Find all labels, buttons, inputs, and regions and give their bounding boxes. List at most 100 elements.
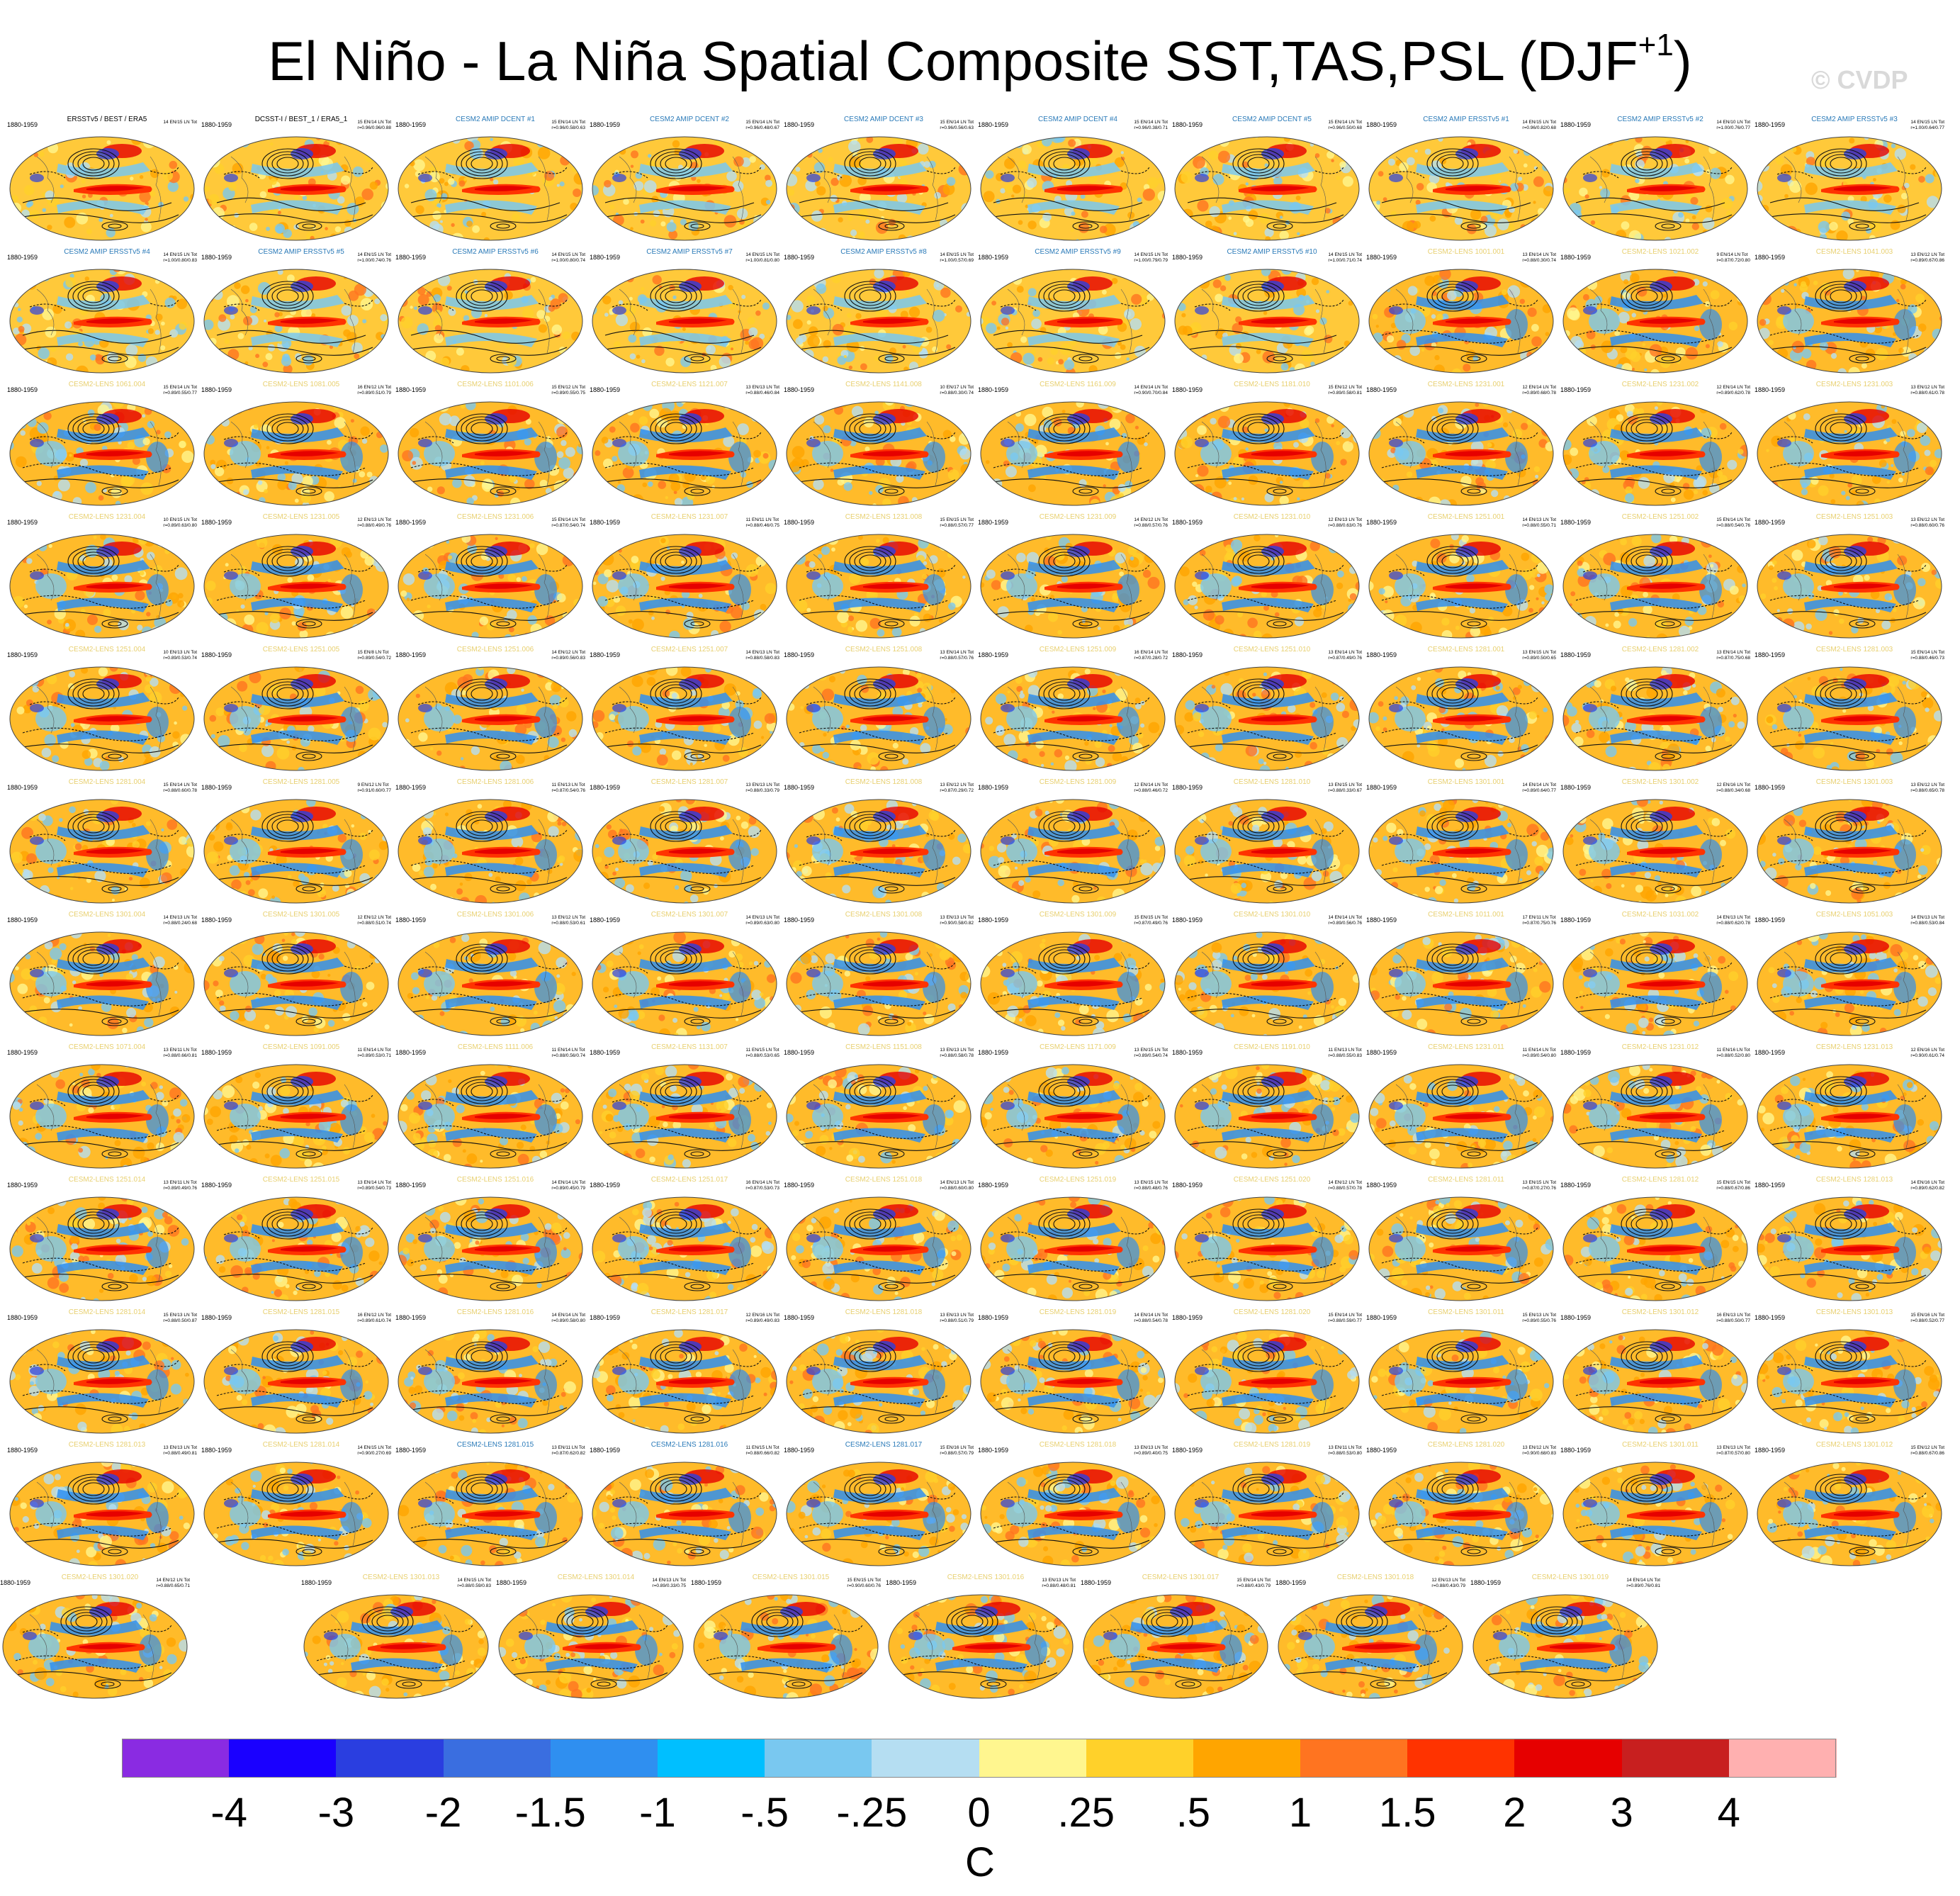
global-map	[786, 799, 971, 904]
global-map	[1083, 1594, 1268, 1699]
panel-period: 1880-1959	[7, 784, 38, 791]
global-map	[980, 534, 1166, 639]
map-field	[398, 1330, 582, 1433]
map-panel: 1880-1959 CESM2-LENS 1251.004 10 EN/13 LN …	[7, 646, 197, 773]
panel-title: CESM2-LENS 1231.012	[1621, 1043, 1699, 1051]
panel-event-counts: 11 EN/14 LN Tot	[551, 1048, 585, 1053]
map-field	[592, 534, 777, 638]
global-map	[592, 931, 777, 1036]
panel-event-counts: 14 EN/13 LN Tot	[745, 915, 779, 920]
map-field	[10, 137, 194, 240]
panel-title: CESM2-LENS 1051.003	[1815, 911, 1893, 919]
panel-stats: 14 EN/15 LN Tot r=0.96/0.82/0.68	[1522, 120, 1556, 131]
map-field	[981, 402, 1165, 505]
map-field	[1175, 800, 1359, 903]
map-panel: 1880-1959 CESM2-LENS 1131.007 11 EN/15 LN …	[590, 1043, 779, 1171]
panel-title: CESM2-LENS 1251.001	[1427, 513, 1505, 521]
panel-title: CESM2 AMIP DCENT #5	[1232, 116, 1312, 123]
map-panel: 1880-1959 CESM2-LENS 1281.013 13 EN/13 LN …	[7, 1441, 197, 1569]
panel-period: 1880-1959	[1366, 519, 1397, 526]
panel-stats: 13 EN/11 LN Tot r=0.89/0.49/0.76	[163, 1180, 197, 1191]
map-field	[1369, 1330, 1553, 1433]
map-field	[1369, 402, 1553, 505]
panel-stats: 14 EN/15 LN Tot r=1.00/0.57/0.69	[940, 252, 974, 264]
panel-period: 1880-1959	[1560, 1314, 1592, 1321]
panel-event-counts: 13 EN/13 LN Tot	[940, 915, 974, 920]
panel-event-counts: 13 EN/15 LN Tot	[1522, 1180, 1556, 1185]
global-map	[1757, 931, 1942, 1036]
panel-stats: 15 EN/14 LN Tot r=0.96/0.48/0.67	[745, 120, 779, 131]
global-map	[9, 799, 195, 904]
panel-period: 1880-1959	[1755, 254, 1786, 261]
map-field	[204, 269, 388, 373]
map-panel: 1880-1959 CESM2-LENS 1231.002 12 EN/14 LN …	[1560, 381, 1750, 508]
panel-stats: 12 EN/13 LN Tot r=0.88/0.63/0.76	[1328, 517, 1362, 529]
map-panel: 1880-1959 CESM2-LENS 1281.005 9 EN/12 LN T…	[201, 778, 391, 906]
global-map	[592, 1196, 777, 1301]
map-panel: 1880-1959 CESM2-LENS 1301.015 15 EN/15 LN …	[691, 1574, 881, 1701]
map-field	[981, 1462, 1165, 1566]
panel-pattern-correlation: r=1.00/0.71/0.74	[1328, 258, 1362, 263]
panel-event-counts: 13 EN/13 LN Tot	[1134, 1445, 1168, 1450]
panel-period: 1880-1959	[978, 651, 1009, 658]
panel-period: 1880-1959	[978, 1314, 1009, 1321]
panel-stats: 15 EN/15 LN Tot r=0.87/0.49/0.76	[1134, 915, 1168, 926]
global-map	[980, 401, 1166, 506]
map-field	[1563, 402, 1747, 505]
map-field	[787, 932, 971, 1036]
map-field	[1757, 1197, 1942, 1301]
panel-event-counts: 13 EN/11 LN Tot	[163, 1180, 197, 1185]
panel-pattern-correlation: r=0.89/0.33/0.75	[652, 1583, 686, 1588]
panel-stats: 13 EN/12 LN Tot r=0.88/0.53/0.61	[551, 915, 585, 926]
map-panel: 1880-1959 CESM2-LENS 1281.018 13 EN/13 LN …	[784, 1308, 974, 1436]
panel-stats: 15 EN/14 LN Tot r=0.96/0.96/0.88	[357, 120, 391, 131]
panel-pattern-correlation: r=0.88/0.53/0.61	[551, 921, 585, 926]
panel-stats: 14 EN/14 LN Tot r=0.89/0.76/0.81	[1626, 1578, 1660, 1589]
global-map	[1562, 534, 1748, 639]
panel-event-counts: 15 EN/14 LN Tot	[163, 782, 197, 787]
panel-stats: 13 EN/14 LN Tot r=0.88/0.57/0.76	[940, 650, 974, 661]
map-panel: 1880-1959 CESM2-LENS 1281.014 14 EN/15 LN …	[201, 1441, 391, 1569]
panel-stats: 15 EN/14 LN Tot r=0.88/0.43/0.79	[1237, 1578, 1271, 1589]
panel-event-counts: 15 EN/14 LN Tot	[1237, 1578, 1271, 1583]
global-map	[203, 269, 389, 374]
map-field	[1563, 137, 1747, 240]
panel-stats: 13 EN/13 LN Tot r=0.88/0.46/0.84	[745, 385, 779, 396]
panel-event-counts: 15 EN/15 LN Tot	[847, 1578, 881, 1583]
map-field	[1369, 137, 1553, 240]
panel-stats: 15 EN/14 LN Tot r=0.88/0.59/0.77	[1328, 1313, 1362, 1324]
colorbar-tick-label: 2	[1503, 1790, 1526, 1836]
panel-event-counts: 15 EN/13 LN Tot	[163, 1313, 197, 1318]
panel-stats: 15 EN/15 LN Tot r=0.88/0.67/0.86	[1716, 1180, 1750, 1191]
panel-pattern-correlation: r=0.88/0.33/0.79	[745, 788, 779, 793]
panel-stats: 12 EN/13 LN Tot r=0.88/0.43/0.79	[1431, 1578, 1465, 1589]
panel-title: CESM2-LENS 1281.005	[262, 778, 340, 786]
panel-title: CESM2-LENS 1251.020	[1233, 1176, 1311, 1184]
panel-pattern-correlation: r=0.88/0.53/0.80	[1328, 1451, 1362, 1456]
panel-title: CESM2-LENS 1301.019	[1531, 1574, 1609, 1581]
panel-event-counts: 14 EN/12 LN Tot	[551, 650, 585, 655]
panel-period: 1880-1959	[201, 916, 232, 924]
panel-pattern-correlation: r=0.91/0.60/0.77	[357, 788, 391, 793]
colorbar-swatch	[122, 1739, 230, 1778]
panel-pattern-correlation: r=0.88/0.57/0.78	[1328, 1186, 1362, 1191]
global-map	[1174, 269, 1360, 374]
panel-stats: 13 EN/15 LN Tot r=0.89/0.54/0.74	[1134, 1048, 1168, 1059]
panel-title: CESM2-LENS 1281.018	[845, 1308, 923, 1316]
panel-period: 1880-1959	[301, 1579, 332, 1586]
map-panel: 1880-1959 CESM2-LENS 1301.011 13 EN/13 LN …	[1560, 1441, 1750, 1569]
panel-title: CESM2-LENS 1281.017	[650, 1308, 728, 1316]
map-panel: 1880-1959 CESM2-LENS 1091.005 11 EN/14 LN …	[201, 1043, 391, 1171]
map-field	[592, 1330, 777, 1433]
map-panel: 1880-1959 CESM2 AMIP ERSSTv5 #5 14 EN/15 L…	[201, 248, 391, 376]
panel-stats: 11 EN/16 LN Tot r=0.88/0.52/0.80	[1716, 1048, 1750, 1059]
panel-period: 1880-1959	[784, 651, 815, 658]
global-map	[203, 799, 389, 904]
panel-period: 1880-1959	[1172, 1049, 1203, 1056]
panel-pattern-correlation: r=0.89/0.58/0.81	[1328, 391, 1362, 396]
panel-stats: 15 EN/12 LN Tot r=0.89/0.55/0.75	[551, 385, 585, 396]
map-field	[1757, 534, 1942, 638]
panel-pattern-correlation: r=1.00/0.57/0.69	[940, 258, 974, 263]
map-field	[592, 800, 777, 903]
global-map	[1757, 1064, 1942, 1169]
